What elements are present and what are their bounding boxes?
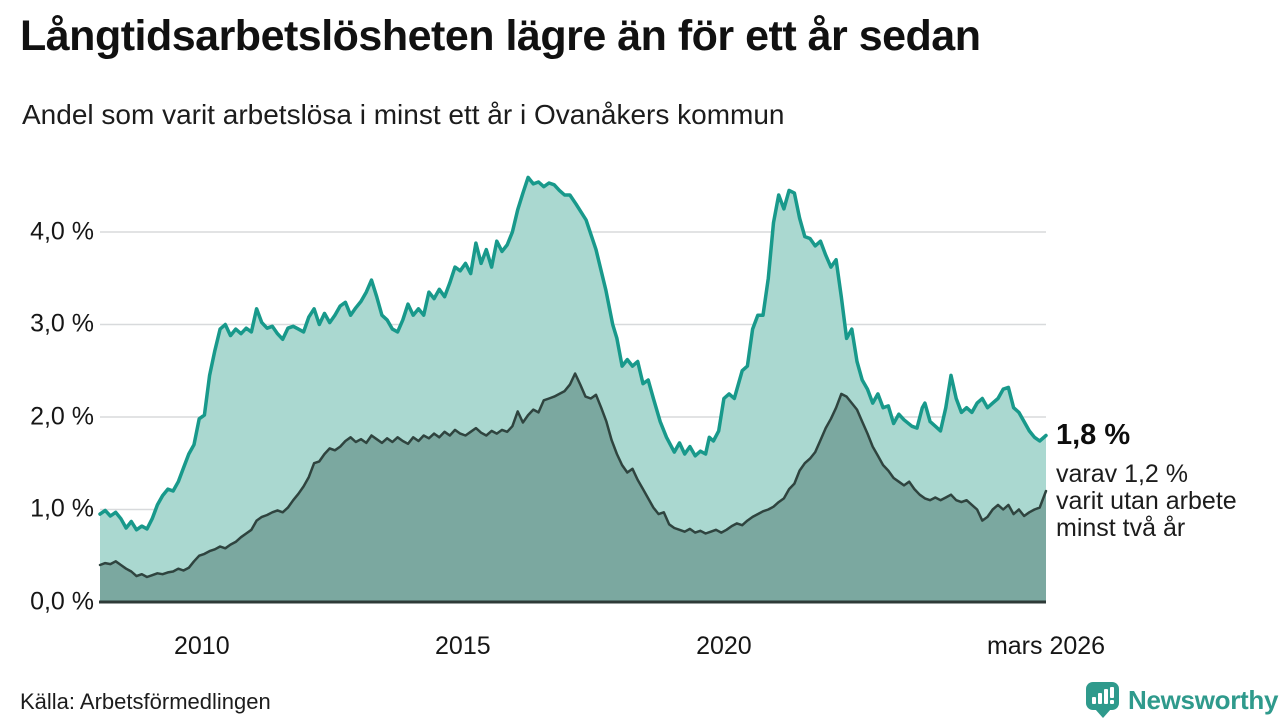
detail-line-1: varav 1,2 % xyxy=(1056,460,1189,488)
latest-value-detail: varav 1,2 % varit utan arbete minst två … xyxy=(1056,461,1271,542)
latest-value-annotation: 1,8 % varav 1,2 % varit utan arbete mins… xyxy=(1056,419,1271,542)
latest-value-label: 1,8 % xyxy=(1056,419,1131,451)
source-credit: Källa: Arbetsförmedlingen xyxy=(20,689,271,714)
page-title: Långtidsarbetslösheten lägre än för ett … xyxy=(20,12,981,60)
newsworthy-logo: Newsworthy xyxy=(1086,682,1278,718)
y-axis-tick-label: 0,0 % xyxy=(30,587,94,616)
x-axis-tick-label: mars 2026 xyxy=(986,632,1106,660)
y-axis-tick-label: 1,0 % xyxy=(30,494,94,523)
x-axis-tick-label: 2015 xyxy=(435,632,491,660)
page-subtitle: Andel som varit arbetslösa i minst ett å… xyxy=(22,99,785,130)
newsworthy-logo-icon xyxy=(1086,682,1120,718)
detail-line-2: varit utan arbete xyxy=(1056,487,1237,515)
y-axis-tick-label: 2,0 % xyxy=(30,402,94,431)
x-axis-tick-label: 2020 xyxy=(696,632,752,660)
detail-line-3: minst två år xyxy=(1056,514,1186,542)
newsworthy-logo-text: Newsworthy xyxy=(1128,684,1279,715)
x-axis-tick-label: 2010 xyxy=(173,632,230,660)
y-axis-tick-label: 4,0 % xyxy=(30,217,94,246)
y-axis-tick-label: 3,0 % xyxy=(30,309,94,338)
